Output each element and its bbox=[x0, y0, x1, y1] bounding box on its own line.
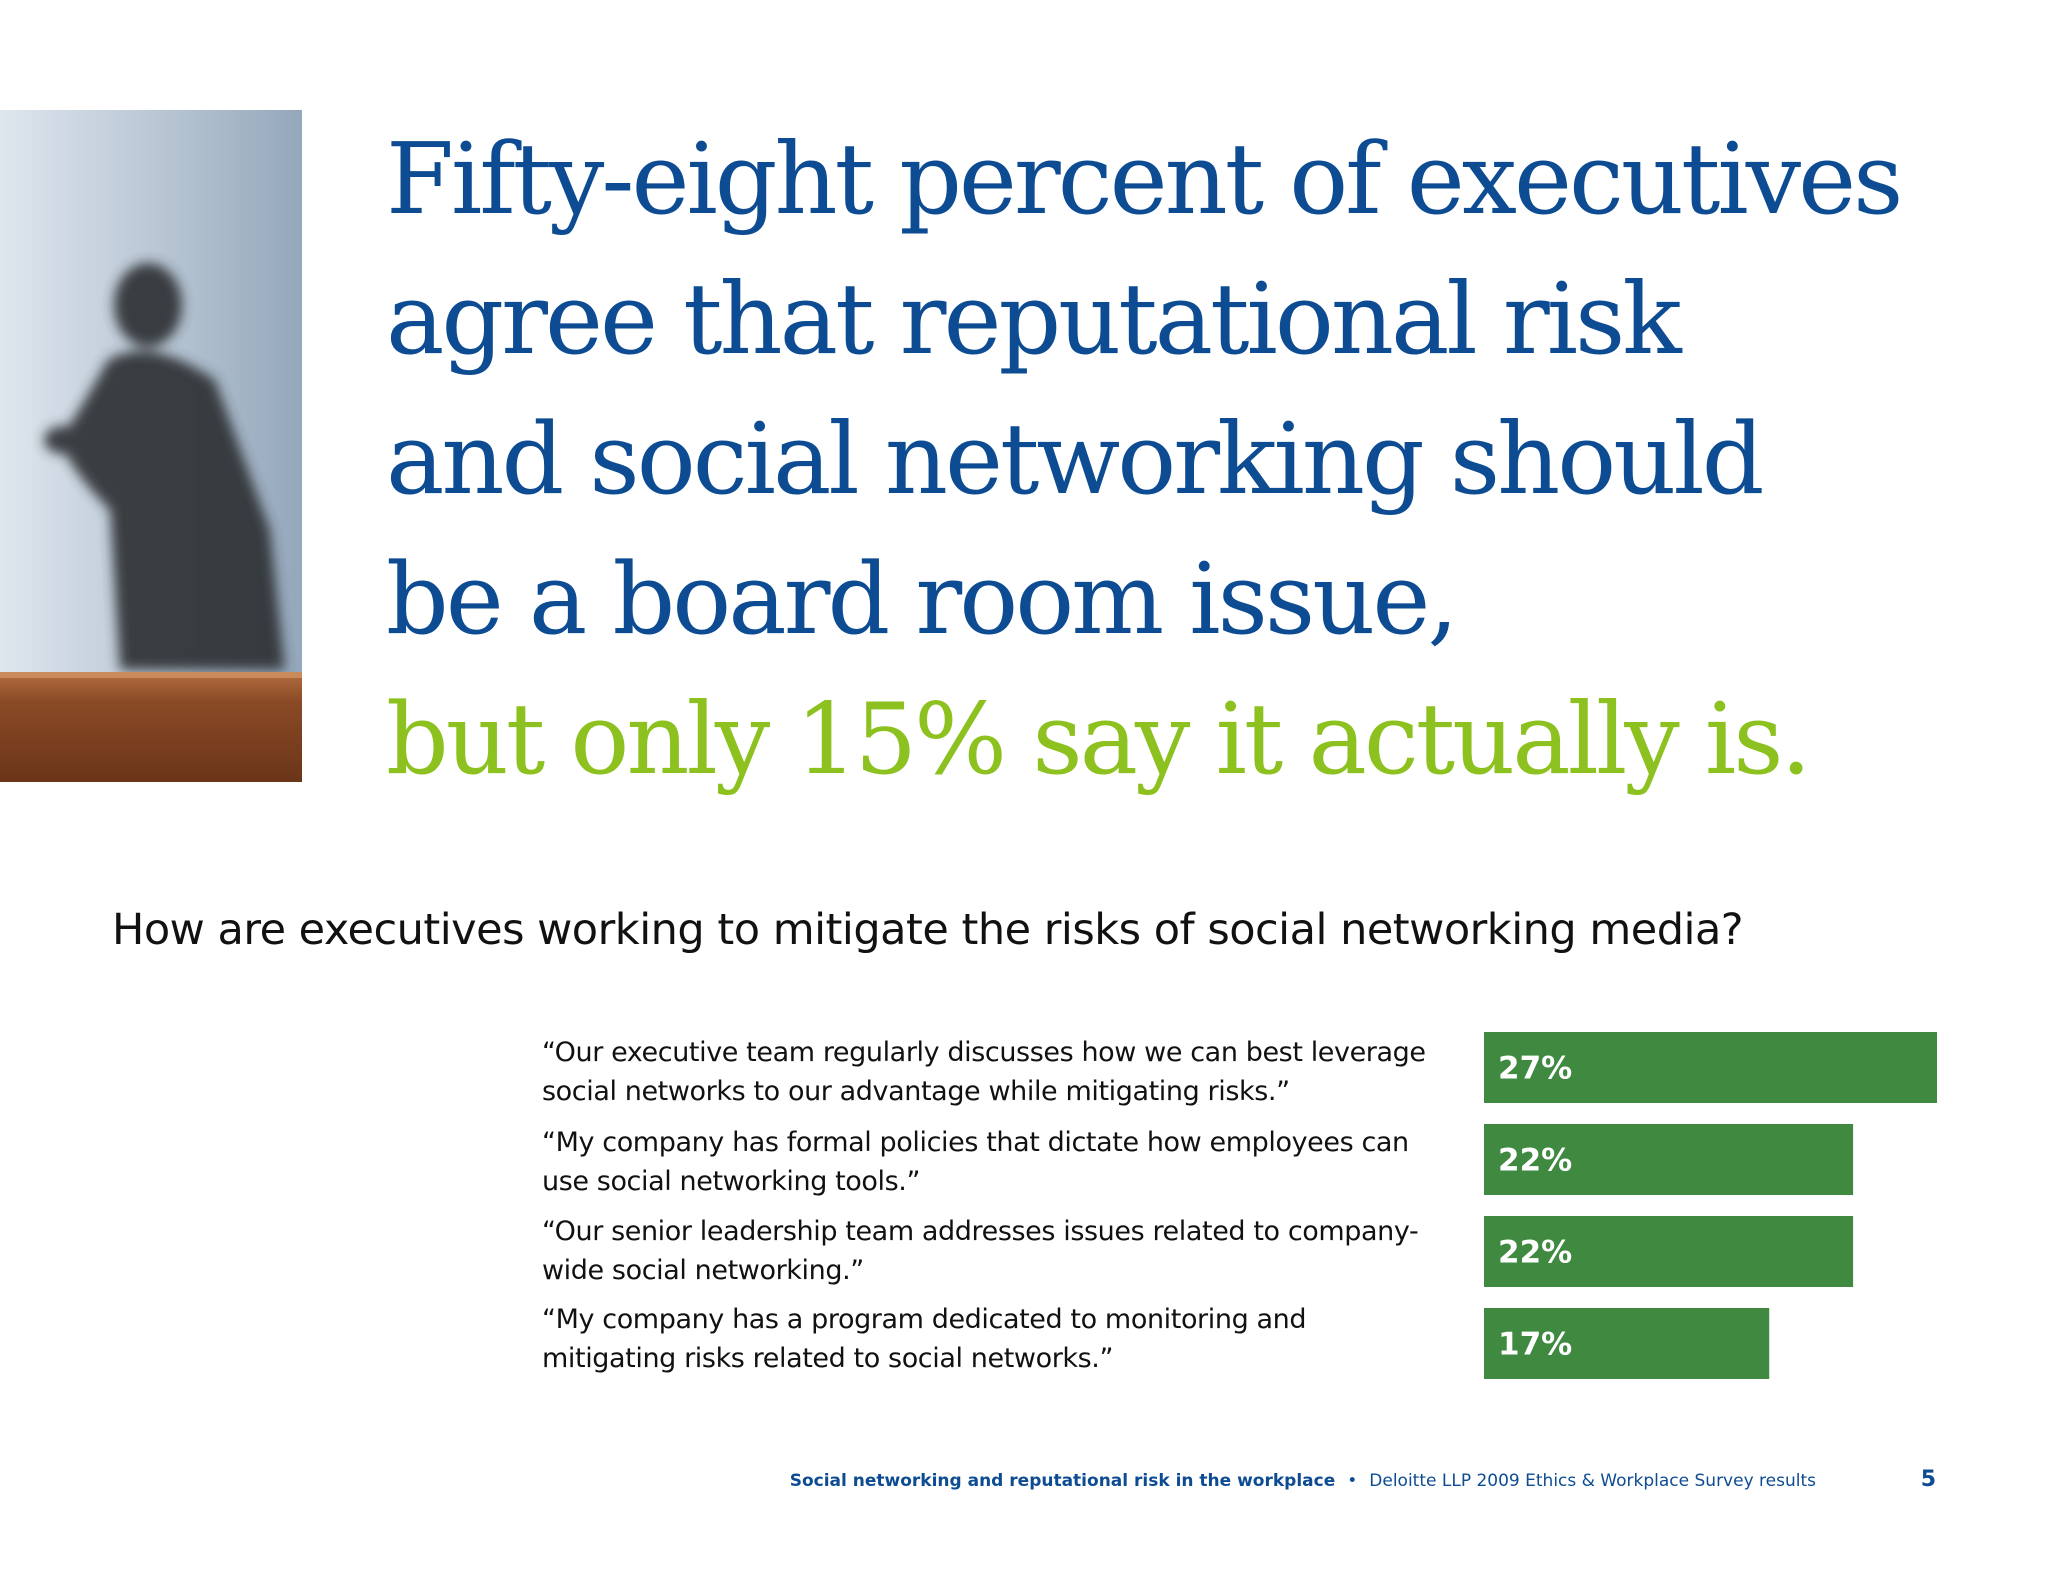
headline: Fifty-eight percent of executives agree … bbox=[386, 110, 1986, 810]
statement-4: “My company has a program dedicated to m… bbox=[542, 1304, 1307, 1374]
bar-2 bbox=[1484, 1124, 1854, 1195]
bar-4 bbox=[1484, 1308, 1770, 1379]
hero-photo bbox=[0, 110, 302, 782]
bar-label-2: 22% bbox=[1498, 1143, 1572, 1179]
footer: Social networking and reputational risk … bbox=[790, 1471, 1816, 1491]
headline-line-1: Fifty-eight percent of executives bbox=[386, 123, 1903, 237]
page-number: 5 bbox=[1920, 1467, 1936, 1492]
bar-label-4: 17% bbox=[1498, 1327, 1572, 1363]
statement-1: “Our executive team regularly discusses … bbox=[542, 1037, 1426, 1107]
headline-line-3: and social networking should bbox=[386, 403, 1764, 517]
statement-2: “My company has formal policies that dic… bbox=[542, 1127, 1409, 1197]
bar-1 bbox=[1484, 1032, 1937, 1103]
section-question: How are executives working to mitigate t… bbox=[112, 905, 1744, 955]
footer-separator: • bbox=[1347, 1471, 1358, 1491]
headline-accent-line: but only 15% say it actually is. bbox=[386, 683, 1812, 797]
bar-label-1: 27% bbox=[1498, 1051, 1572, 1087]
headline-line-4: be a board room issue, bbox=[386, 543, 1458, 657]
footer-source: Deloitte LLP 2009 Ethics & Workplace Sur… bbox=[1369, 1471, 1816, 1491]
bar-label-3: 22% bbox=[1498, 1235, 1572, 1271]
footer-title: Social networking and reputational risk … bbox=[789, 1471, 1336, 1491]
headline-line-2: agree that reputational risk bbox=[386, 263, 1682, 377]
bar-3 bbox=[1484, 1216, 1854, 1287]
statement-3: “Our senior leadership team addresses is… bbox=[542, 1216, 1419, 1286]
